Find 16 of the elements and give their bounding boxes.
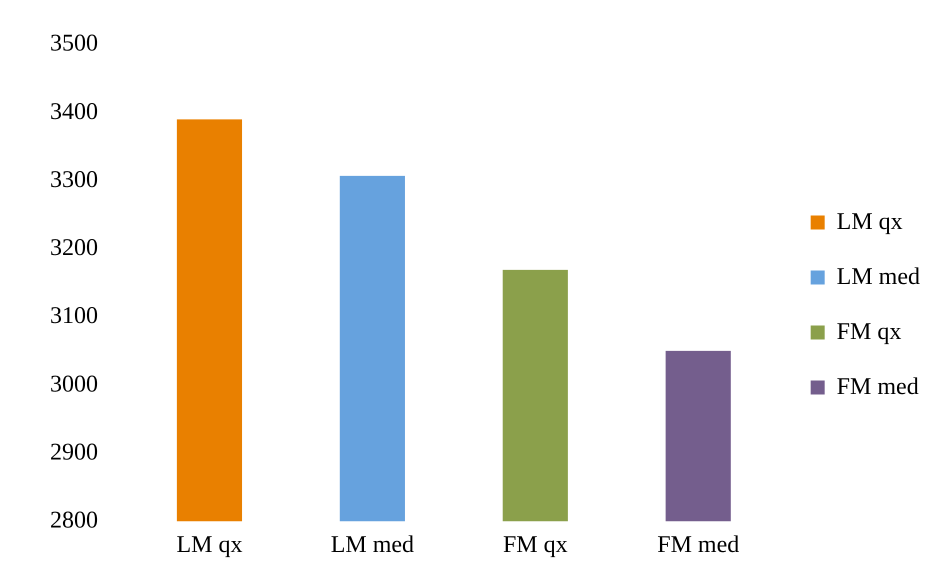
y-tick-label: 3400 [50, 98, 98, 125]
y-tick-label: 3500 [50, 30, 98, 57]
legend-label: LM med [836, 264, 920, 290]
x-tick-label: FM med [657, 532, 740, 558]
legend-label: FM qx [836, 318, 902, 345]
legend-label: LM qx [836, 208, 903, 235]
x-tick-label: LM med [330, 532, 414, 558]
x-tick-label: FM qx [502, 532, 568, 558]
y-tick-label: 3000 [50, 371, 98, 398]
y-tick-label: 3300 [50, 166, 98, 193]
y-tick-label: 2800 [50, 507, 98, 534]
y-tick-label: 2900 [50, 439, 98, 466]
legend-label: FM med [836, 374, 919, 400]
y-tick-label: 3100 [50, 303, 98, 330]
y-tick-label: 3200 [50, 235, 98, 262]
x-tick-label: LM qx [176, 532, 242, 558]
